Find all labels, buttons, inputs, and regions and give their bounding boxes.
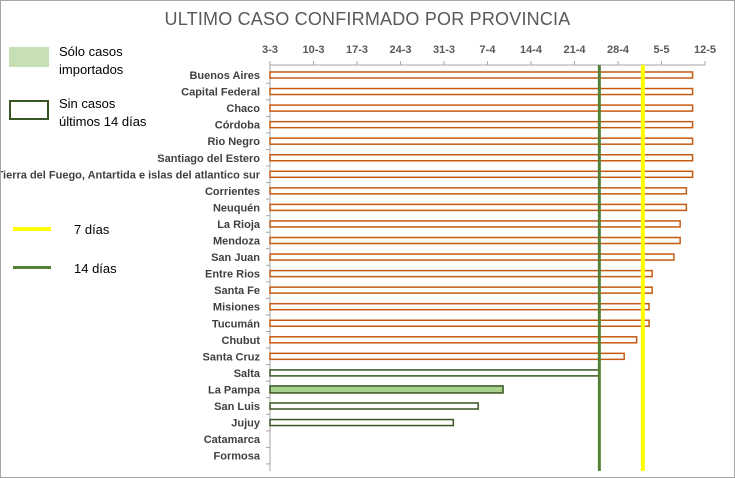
bar-recent bbox=[269, 154, 694, 162]
bar-recent bbox=[269, 286, 653, 294]
x-tick-label: 5-5 bbox=[654, 44, 670, 56]
category-label: Córdoba bbox=[215, 120, 261, 132]
bar-recent bbox=[269, 187, 688, 195]
bar-no-cases-14 bbox=[269, 402, 479, 410]
x-tick-label: 17-3 bbox=[346, 44, 368, 56]
x-tick-label: 21-4 bbox=[563, 44, 586, 56]
x-tick-label: 31-3 bbox=[433, 44, 455, 56]
x-tick-label: 28-4 bbox=[607, 44, 630, 56]
category-label: Formosa bbox=[214, 451, 261, 463]
category-label: Mendoza bbox=[213, 236, 261, 248]
category-label: San Juan bbox=[211, 252, 260, 264]
category-label: Misiones bbox=[213, 302, 260, 314]
bar-recent bbox=[269, 302, 650, 311]
bar-recent bbox=[269, 220, 681, 228]
bar-no-cases-14 bbox=[269, 418, 455, 427]
legend-seven-days-label: 7 días bbox=[74, 222, 110, 237]
category-label: Chubut bbox=[222, 335, 261, 347]
x-tick-label: 12-5 bbox=[694, 44, 716, 56]
bar-recent bbox=[269, 203, 688, 212]
legend-imported-label: Sólo casos importados bbox=[59, 44, 124, 77]
legend-no-cases-swatch bbox=[9, 100, 49, 120]
category-label: Salta bbox=[234, 368, 261, 380]
x-tick-label: 3-3 bbox=[262, 44, 278, 56]
category-label: Tierra del Fuego, Antartida e islas del … bbox=[1, 169, 261, 181]
category-label: Jujuy bbox=[231, 418, 261, 430]
bar-recent bbox=[269, 269, 653, 278]
category-label: Tucumán bbox=[212, 318, 260, 330]
bar-imported bbox=[269, 385, 504, 394]
category-label: Chaco bbox=[226, 103, 260, 115]
bar-recent bbox=[269, 87, 694, 96]
x-tick-label: 14-4 bbox=[520, 44, 543, 56]
category-label: La Rioja bbox=[217, 219, 261, 231]
legend-imported-swatch bbox=[9, 47, 49, 67]
legend-seven-days-line bbox=[13, 227, 51, 231]
legend-fourteen-days-line bbox=[13, 266, 51, 269]
category-label: San Luis bbox=[214, 401, 260, 413]
x-tick-label: 10-3 bbox=[302, 44, 324, 56]
bar-recent bbox=[269, 71, 694, 79]
bar-recent bbox=[269, 104, 694, 112]
category-label: Santiago del Estero bbox=[157, 153, 260, 165]
category-label: Santa Fe bbox=[214, 285, 260, 297]
x-tick-label: 7-4 bbox=[480, 44, 497, 56]
category-label: Capital Federal bbox=[181, 87, 260, 99]
bar-recent bbox=[269, 120, 694, 129]
bar-recent bbox=[269, 137, 694, 145]
bar-recent bbox=[269, 170, 694, 179]
category-label: Buenos Aires bbox=[189, 70, 260, 82]
x-tick-label: 24-3 bbox=[389, 44, 411, 56]
category-label: Corrientes bbox=[205, 186, 260, 198]
bar-recent bbox=[269, 352, 625, 361]
category-label: Rio Negro bbox=[207, 136, 260, 148]
chart-title: ULTIMO CASO CONFIRMADO POR PROVINCIA bbox=[164, 9, 571, 29]
bar-no-cases-14 bbox=[269, 369, 601, 377]
bar-recent bbox=[269, 253, 675, 261]
legend-no-cases-label: Sin casos últimos 14 días bbox=[59, 96, 147, 129]
category-label: Santa Cruz bbox=[203, 351, 261, 363]
legend-fourteen-days-label: 14 días bbox=[74, 261, 117, 276]
bar-recent bbox=[269, 336, 638, 344]
category-label: Entre Rios bbox=[205, 269, 260, 281]
category-label: Catamarca bbox=[204, 434, 261, 446]
bar-recent bbox=[269, 236, 681, 245]
category-label: La Pampa bbox=[208, 384, 261, 396]
category-label: Neuquén bbox=[213, 202, 260, 214]
bar-recent bbox=[269, 319, 650, 327]
